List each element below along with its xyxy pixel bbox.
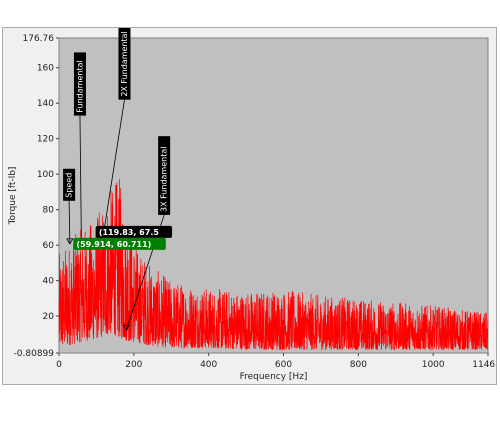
y-tick-label: 160 [37, 64, 54, 74]
annotation-marker [66, 238, 74, 245]
chart-frame: -0.80899 20 40 60 80 100 120 140 160 176.76 0 200 40… [2, 27, 497, 385]
y-tick-label: 40 [43, 277, 55, 287]
y-tick-label: 140 [37, 99, 54, 109]
y-tick-label: 120 [37, 135, 54, 145]
x-tick-label: 400 [200, 360, 217, 370]
y-tick-label: 100 [37, 170, 54, 180]
annotation-label: 2X Fundamental [120, 31, 129, 96]
x-tick-label: 1000 [422, 360, 445, 370]
x-tick-label: 800 [350, 360, 367, 370]
annotation-leader [79, 115, 82, 244]
series-trace-0 [58, 178, 489, 351]
y-axis-title: Torque [ft-lb] [8, 167, 18, 226]
y-tick-label: 60 [43, 241, 55, 251]
annotation-label: 3X Fundamental [160, 147, 169, 212]
x-axis-title: Frequency [Hz] [240, 372, 308, 382]
y-tick-label: 20 [43, 312, 55, 322]
value-label: (59.914, 60.711) [76, 240, 151, 249]
annotation-label-box [158, 136, 171, 215]
x-tick-label: 600 [275, 360, 292, 370]
annotation-label-box [63, 168, 76, 201]
value-label-box [95, 225, 173, 238]
x-tick-label: 0 [56, 360, 62, 370]
y-tick-label: 80 [43, 206, 55, 216]
annotation-marker [122, 324, 130, 332]
x-tick-label: 1146.5 [472, 360, 496, 370]
annotation-label: Fundamental [75, 60, 84, 112]
annotation-label-box [73, 52, 86, 116]
annotation-label: Speed [65, 173, 74, 198]
value-label-box [73, 237, 166, 250]
annotation-leader [68, 200, 71, 244]
annotation-label-box [118, 28, 131, 100]
x-tick-label: 200 [125, 360, 142, 370]
y-tick-label: 176.76 [23, 34, 55, 44]
value-label: (119.83, 67.5 [99, 228, 160, 237]
chart-svg: -0.80899 20 40 60 80 100 120 140 160 176.76 0 200 40… [8, 28, 496, 382]
y-tick-label: -0.80899 [14, 349, 55, 359]
annotation-leader [103, 99, 125, 232]
